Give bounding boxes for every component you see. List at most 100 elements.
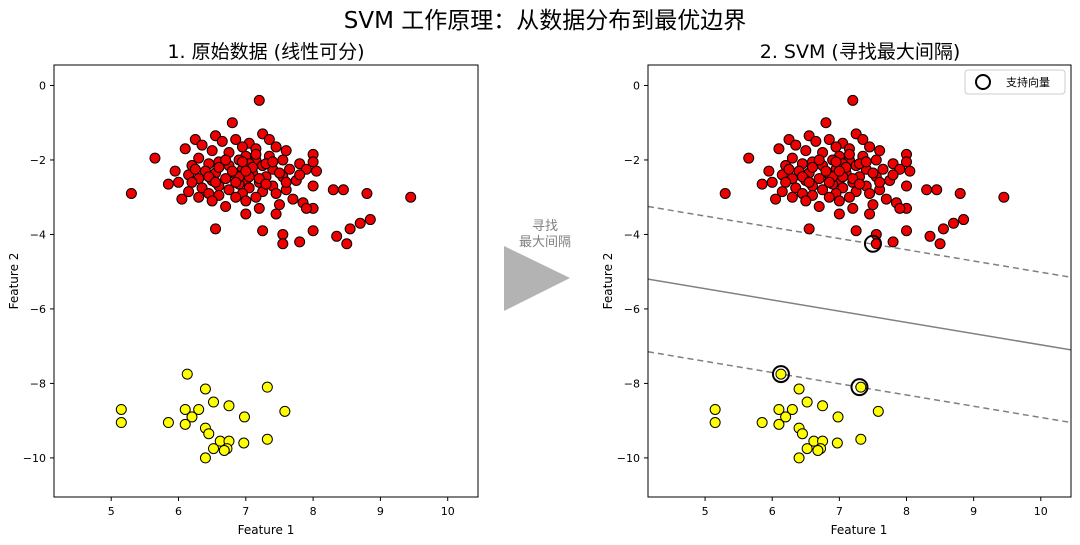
data-point [220,201,232,213]
data-point [206,195,218,207]
data-point [149,152,161,164]
y-tick-label: −10 [23,452,46,465]
data-point [904,165,916,177]
data-point [279,405,291,417]
data-point [208,396,220,408]
data-point [364,214,376,226]
data-point [261,433,273,445]
data-point [238,411,250,423]
data-point [361,187,373,199]
data-point [796,428,808,440]
panel-2-title: 2. SVM (寻找最大间隔) [760,41,960,63]
data-point [887,236,899,248]
y-tick-label: −2 [624,154,640,167]
data-point [775,368,787,380]
y-tick-label: −2 [30,154,46,167]
data-point [307,225,319,237]
legend-box [964,69,1066,95]
data-point [294,236,306,248]
data-point [823,133,835,145]
y-tick-label: −6 [30,303,46,316]
data-point [240,208,252,220]
data-point [115,403,127,415]
data-point [287,193,299,205]
data-point [958,214,970,226]
data-point [230,191,242,203]
x-tick-label: 10 [1034,505,1048,518]
data-point [270,141,282,153]
y-tick-label: 0 [39,79,46,92]
data-point [780,411,792,423]
data-point [877,163,889,175]
data-point [756,178,768,190]
data-point [226,165,238,177]
panel-1-axes-frame [53,64,479,498]
data-point [793,383,805,395]
data-point [934,238,946,250]
data-point [307,180,319,192]
data-point [193,191,205,203]
data-point [277,228,289,240]
data-point [218,444,230,456]
data-point [115,417,127,429]
data-point [189,163,201,175]
process-arrow: 寻找 最大间隔 [504,219,571,311]
data-point [125,187,137,199]
data-point [801,443,813,455]
data-point [263,133,275,145]
data-point [280,176,292,188]
data-point [208,443,220,455]
data-point [310,165,322,177]
data-point [179,403,191,415]
data-point [240,195,252,207]
data-point [179,143,191,155]
y-tick-label: −10 [617,452,640,465]
x-tick-label: 5 [108,505,115,518]
data-point [847,202,859,214]
data-point [770,193,782,205]
data-point [901,180,912,192]
y-tick-label: −6 [624,303,640,316]
x-tick-label: 8 [310,505,317,518]
data-point [817,400,829,412]
data-point [867,199,879,211]
legend-support-vector-icon [975,74,991,90]
data-point [257,225,269,237]
panel-2-ticks: 5 6 7 8 9 10 0 −2 −4 −6 −8 −10 [617,79,1048,518]
data-point [832,411,844,423]
x-tick-label: 6 [175,505,182,518]
data-point [236,141,248,153]
data-point [894,202,906,214]
y-tick-label: −4 [624,228,640,241]
x-tick-label: 9 [377,505,384,518]
data-point [901,225,912,237]
panel-1-ticks: 5 6 7 8 9 10 0 −2 −4 −6 −8 −10 [23,79,455,518]
data-point [887,169,899,181]
data-point [277,238,289,250]
panel-1: 1. 原始数据 (线性可分) 5 6 7 8 9 10 0 −2 −4 −6 −8 −10 Featu… [7,41,479,537]
data-point [954,187,966,199]
data-point [793,452,805,464]
data-point [776,186,788,198]
panel-2: 2. SVM (寻找最大间隔) 5 6 7 8 9 10 0 −2 −4 −6 −8 −10 Feat… [601,41,1072,537]
data-point [162,417,174,429]
data-point [786,152,798,164]
data-point [238,437,250,449]
data-point [786,191,798,203]
data-point [924,230,936,242]
data-point [813,154,825,166]
data-point [773,418,785,430]
data-point [213,161,225,173]
data-point [843,148,855,160]
data-point [812,444,824,456]
data-point [270,187,282,199]
data-point [186,176,198,188]
data-point [857,133,869,145]
data-point [354,217,366,229]
data-point [300,202,312,214]
data-point [220,173,232,185]
figure-title: SVM 工作原理：从数据分布到最优边界 [344,8,747,34]
data-point [773,403,785,415]
y-tick-label: −8 [624,377,640,390]
